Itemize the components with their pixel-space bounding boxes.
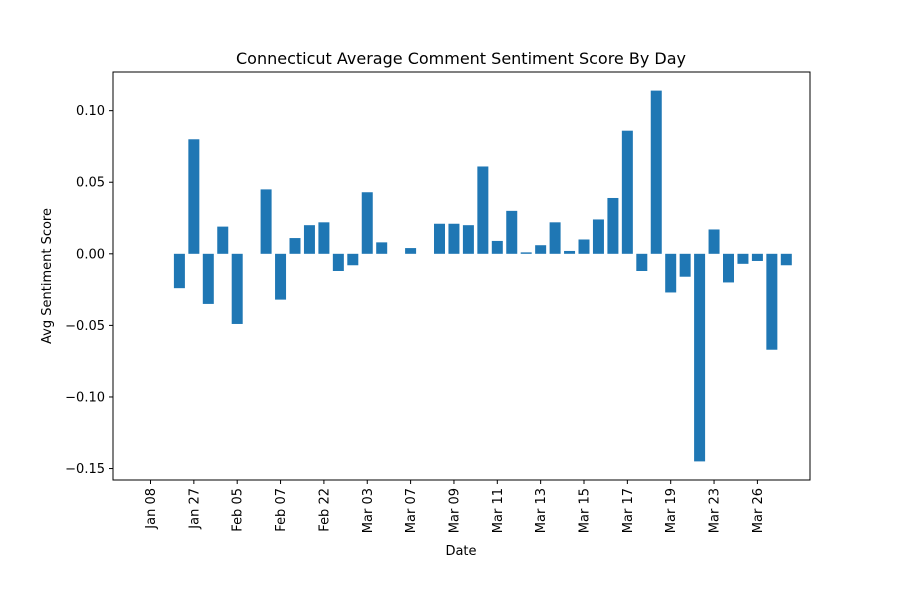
y-tick-label: 0.05	[76, 176, 105, 191]
bar	[737, 253, 749, 264]
y-tick-label: −0.10	[65, 390, 105, 405]
bar	[520, 252, 532, 254]
bar	[491, 240, 503, 254]
bar	[332, 253, 344, 271]
x-tick-label: Mar 07	[404, 488, 419, 533]
bar	[462, 225, 474, 254]
y-tick-label: −0.05	[65, 319, 105, 334]
bar	[751, 253, 763, 261]
bars-group	[173, 90, 792, 462]
bar	[202, 253, 214, 304]
bar	[405, 248, 417, 254]
bar	[477, 166, 489, 254]
x-tick-label: Mar 23	[708, 488, 723, 533]
y-axis: 0.10 0.05 0.00 −0.05 −0.10 −0.15	[65, 104, 113, 477]
bar	[173, 253, 185, 289]
bar	[780, 253, 792, 266]
bar	[217, 226, 229, 254]
x-tick-label: Mar 11	[491, 488, 506, 533]
bar	[708, 229, 720, 254]
bar	[592, 219, 604, 254]
bar	[376, 242, 388, 254]
bar	[361, 192, 373, 254]
bar	[231, 253, 243, 324]
bar	[318, 222, 330, 254]
bar	[289, 238, 301, 254]
bar	[188, 139, 200, 254]
y-tick-label: −0.15	[65, 462, 105, 477]
y-axis-label: Avg Sentiment Score	[40, 208, 55, 344]
bar	[275, 253, 287, 300]
bar	[694, 253, 706, 462]
x-tick-label: Mar 13	[534, 488, 549, 533]
x-tick-label: Mar 19	[664, 488, 679, 533]
x-tick-label: Mar 26	[751, 488, 766, 533]
x-tick-label: Mar 15	[578, 488, 593, 533]
bar	[665, 253, 677, 293]
bar	[723, 253, 734, 283]
x-tick-label: Jan 08	[144, 488, 159, 530]
bar	[650, 90, 662, 254]
bar	[621, 130, 633, 254]
x-axis: Jan 08 Jan 27 Feb 05 Feb 07 Feb 22 Mar 03 Mar …	[144, 480, 766, 533]
plot-frame	[112, 71, 811, 481]
x-axis-label: Date	[445, 544, 476, 559]
bar	[607, 197, 619, 254]
bar	[535, 245, 547, 254]
x-tick-label: Feb 07	[274, 488, 289, 532]
x-tick-label: Mar 03	[361, 488, 376, 533]
bar	[260, 189, 272, 254]
bar	[564, 250, 576, 254]
bar	[434, 223, 445, 254]
bar	[448, 223, 460, 254]
chart-title: Connecticut Average Comment Sentiment Sc…	[236, 49, 686, 68]
bar	[766, 253, 778, 350]
bar	[303, 225, 315, 254]
bar	[679, 253, 691, 277]
bar	[347, 253, 359, 266]
bar	[578, 239, 590, 254]
bar	[549, 222, 561, 254]
bar	[506, 210, 518, 254]
x-tick-label: Jan 27	[187, 488, 202, 530]
x-tick-label: Feb 22	[317, 488, 332, 532]
bar	[636, 253, 648, 271]
y-tick-label: 0.00	[76, 247, 105, 262]
x-tick-label: Mar 09	[447, 488, 462, 533]
x-tick-label: Mar 17	[621, 488, 636, 533]
y-tick-label: 0.10	[76, 104, 105, 119]
x-tick-label: Feb 05	[231, 488, 246, 532]
